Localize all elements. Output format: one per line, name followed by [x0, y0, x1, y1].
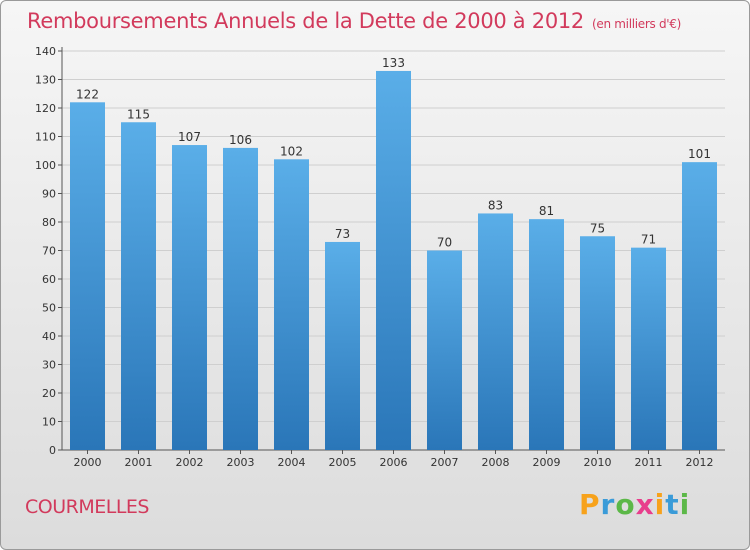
bar-2001	[121, 122, 156, 450]
data-label-2001: 115	[127, 107, 150, 121]
x-tick-label-2006: 2006	[380, 456, 408, 469]
chart-title-text: Remboursements Annuels de la Dette de 20…	[27, 9, 584, 33]
data-label-2007: 70	[437, 236, 452, 250]
logo-letter: i	[654, 488, 666, 521]
y-tick-label-70: 70	[42, 245, 56, 258]
y-tick-label-80: 80	[42, 216, 56, 229]
x-tick-label-2003: 2003	[227, 456, 255, 469]
x-tick-label-2008: 2008	[482, 456, 510, 469]
x-tick-label-2000: 2000	[74, 456, 102, 469]
data-label-2002: 107	[178, 130, 201, 144]
logo-letter: x	[635, 488, 655, 521]
y-tick-label-130: 130	[35, 74, 56, 87]
data-label-2006: 133	[382, 56, 405, 70]
bar-2012	[682, 162, 717, 450]
x-tick-label-2004: 2004	[278, 456, 306, 469]
logo-letter: o	[615, 488, 636, 521]
data-label-2010: 75	[590, 221, 605, 235]
x-tick-label-2001: 2001	[125, 456, 153, 469]
y-tick-label-140: 140	[35, 45, 56, 58]
y-tick-label-20: 20	[42, 387, 56, 400]
y-tick-label-40: 40	[42, 330, 56, 343]
logo-letter: P	[579, 488, 601, 521]
logo-letter: i	[679, 488, 691, 521]
y-tick-label-30: 30	[42, 359, 56, 372]
proxiti-logo: Proxiti	[579, 488, 690, 521]
bar-2002	[172, 145, 207, 451]
bar-2009	[529, 219, 564, 450]
bar-2007	[427, 250, 462, 450]
x-tick-label-2002: 2002	[176, 456, 204, 469]
data-label-2012: 101	[688, 147, 711, 161]
bar-2004	[274, 159, 309, 451]
x-tick-label-2007: 2007	[431, 456, 459, 469]
bar-2011	[631, 247, 666, 450]
y-tick-label-0: 0	[49, 444, 56, 457]
bar-2008	[478, 213, 513, 450]
bar-2000	[70, 102, 105, 451]
axes: 0 10 20 30 40 50 60 70 80 90 100 110 120 130 140 2000 20…	[35, 45, 725, 469]
bar-2003	[223, 147, 258, 450]
bar-2005	[325, 241, 360, 450]
logo-letter: t	[665, 488, 680, 521]
data-label-2003: 106	[229, 133, 252, 147]
data-label-2008: 83	[488, 198, 503, 212]
chart-title: Remboursements Annuels de la Dette de 20…	[27, 9, 681, 33]
data-label-2005: 73	[335, 227, 350, 241]
chart-unit-note: (en milliers d'€)	[592, 17, 682, 31]
y-tick-label-110: 110	[35, 131, 56, 144]
logo-letter: r	[600, 488, 616, 521]
y-tick-label-50: 50	[42, 302, 56, 315]
x-tick-label-2010: 2010	[584, 456, 612, 469]
bars	[70, 70, 717, 451]
y-tick-label-60: 60	[42, 273, 56, 286]
x-tick-label-2012: 2012	[686, 456, 714, 469]
labels: 122 115 107 106 102 73 133 70 83 81 75 71 101	[76, 56, 711, 250]
data-label-2011: 71	[641, 233, 656, 247]
x-tick-label-2005: 2005	[329, 456, 357, 469]
data-label-2000: 122	[76, 87, 99, 101]
y-tick-label-120: 120	[35, 102, 56, 115]
y-tick-label-100: 100	[35, 159, 56, 172]
data-label-2004: 102	[280, 144, 303, 158]
x-tick-label-2009: 2009	[533, 456, 561, 469]
x-tick-label-2011: 2011	[635, 456, 663, 469]
bar-2010	[580, 236, 615, 450]
y-tick-label-10: 10	[42, 416, 56, 429]
y-tick-label-90: 90	[42, 188, 56, 201]
bar-2006	[376, 70, 411, 450]
commune-name: COURMELLES	[25, 496, 149, 518]
data-label-2009: 81	[539, 204, 554, 218]
